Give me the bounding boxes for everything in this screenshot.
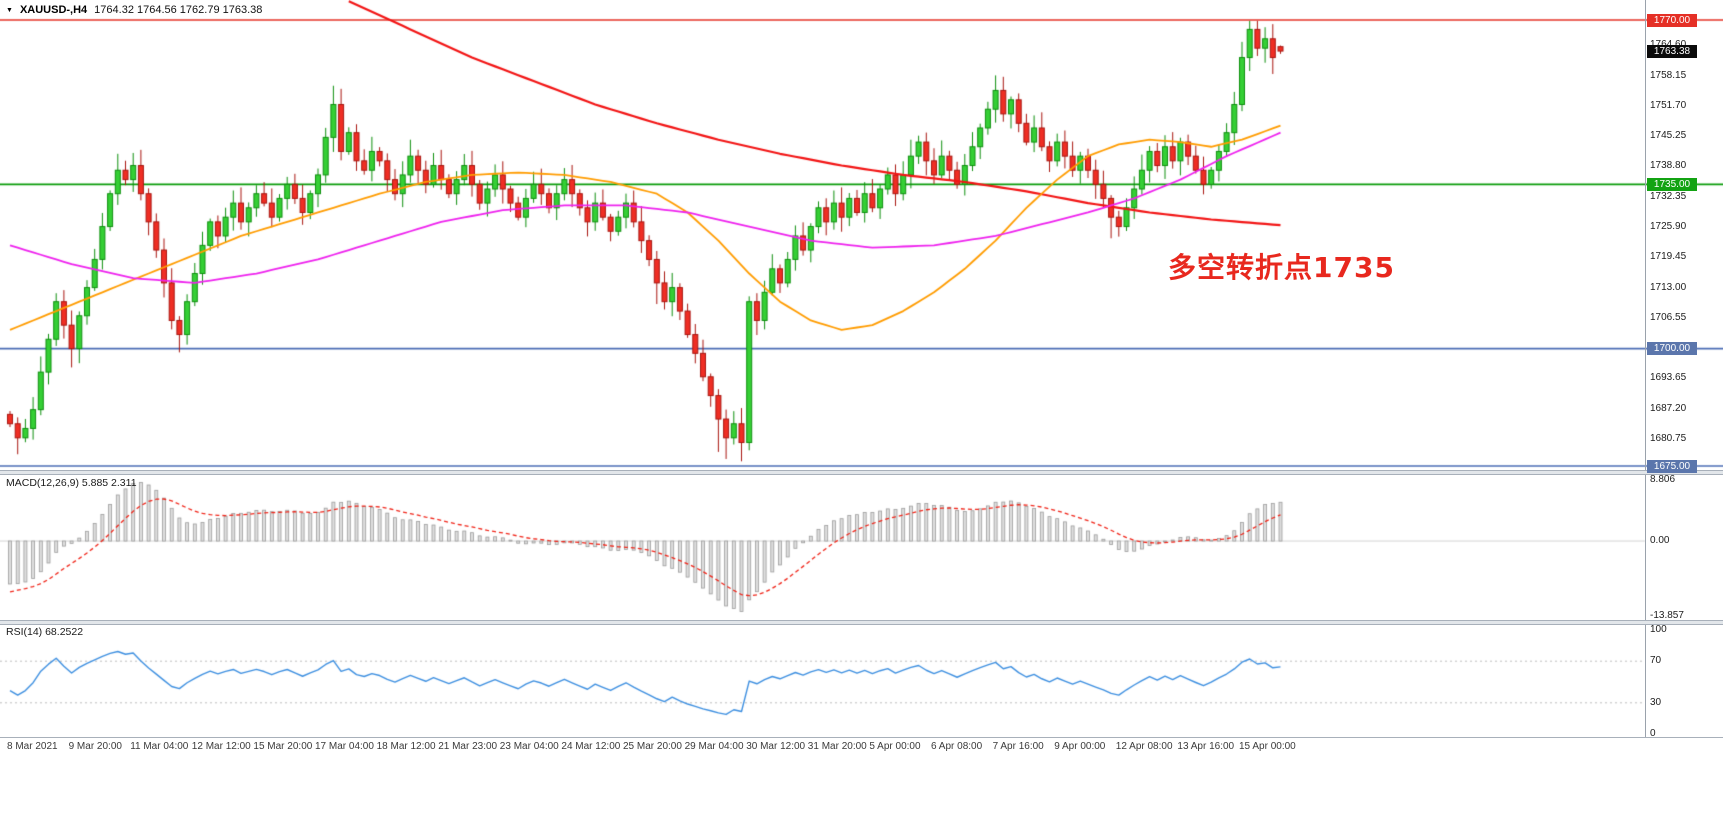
date-label: 30 Mar 12:00 [746,741,806,752]
date-label: 31 Mar 20:00 [807,741,867,752]
panel-separator [0,737,1723,738]
date-label: 18 Mar 12:00 [376,741,436,752]
panel-separator[interactable] [0,620,1723,625]
date-label: 13 Apr 16:00 [1177,741,1235,752]
chart-title-overlay: ▼ XAUUSD-,H4 1764.32 1764.56 1762.79 176… [6,4,262,16]
date-label: 9 Apr 00:00 [1054,741,1106,752]
price-scale-label: 1680.75 [1650,433,1687,444]
price-scale-label: 1687.20 [1650,402,1687,414]
chart-annotation-text[interactable]: 多空转折点1735 [1168,251,1395,284]
price-scale-label: 1693.65 [1650,372,1687,384]
price-scale-label: 1738.80 [1650,160,1687,172]
price-scale-label: 1725.90 [1650,221,1687,233]
date-label: 11 Mar 04:00 [130,741,189,752]
price-scale-label: 1713.00 [1650,281,1687,293]
panel-separator[interactable] [0,470,1723,475]
date-label: 23 Mar 04:00 [499,741,559,752]
rsi-scale-label: 70 [1650,655,1662,667]
symbol-timeframe-label: XAUUSD-,H4 [19,4,88,16]
date-label: 6 Apr 08:00 [931,741,983,752]
price-line-badge: 1675.00 [1647,459,1697,473]
price-scale-label: 1751.70 [1650,99,1687,111]
macd-scale-label: 8.806 [1650,474,1676,485]
date-label: 12 Apr 08:00 [1115,741,1173,752]
date-label: 5 Apr 00:00 [869,741,921,752]
date-label: 15 Mar 20:00 [253,741,313,752]
price-scale-label: 1719.45 [1650,251,1687,263]
macd-scale-label: 0.00 [1650,535,1670,547]
price-axis-border [1645,0,1646,737]
date-label: 24 Mar 12:00 [561,741,621,752]
date-label: 12 Mar 12:00 [191,741,251,752]
macd-indicator-label: MACD(12,26,9) 5.885 2.311 [6,477,137,489]
date-label: 25 Mar 20:00 [623,741,682,752]
rsi-scale-label: 30 [1650,696,1662,708]
price-scale-label: 1706.55 [1650,311,1687,323]
date-label: 9 Mar 20:00 [68,741,122,752]
date-label: 7 Apr 16:00 [992,741,1044,752]
date-label: 15 Apr 00:00 [1239,741,1296,752]
symbol-dropdown-icon[interactable]: ▼ [6,6,13,14]
date-label: 29 Mar 04:00 [684,741,744,752]
price-scale-label: 1732.35 [1650,190,1687,202]
rsi-scale-label: 100 [1650,624,1667,635]
date-label: 8 Mar 2021 [7,741,58,752]
price-scale-label: 1758.15 [1650,69,1687,81]
price-line-badge: 1770.00 [1647,13,1697,27]
rsi-scale-label: 0 [1650,728,1656,739]
date-label: 21 Mar 23:00 [438,741,498,752]
date-label: 17 Mar 04:00 [315,741,374,752]
price-line-badge: 1700.00 [1647,342,1697,356]
current-price-badge: 1763.38 [1647,44,1697,58]
macd-scale-label: -13.857 [1650,610,1684,621]
ohlc-readout: 1764.32 1764.56 1762.79 1763.38 [94,4,263,16]
rsi-indicator-label: RSI(14) 68.2522 [6,626,84,638]
price-scale-label: 1745.25 [1650,130,1687,142]
price-line-badge: 1735.00 [1647,177,1697,191]
